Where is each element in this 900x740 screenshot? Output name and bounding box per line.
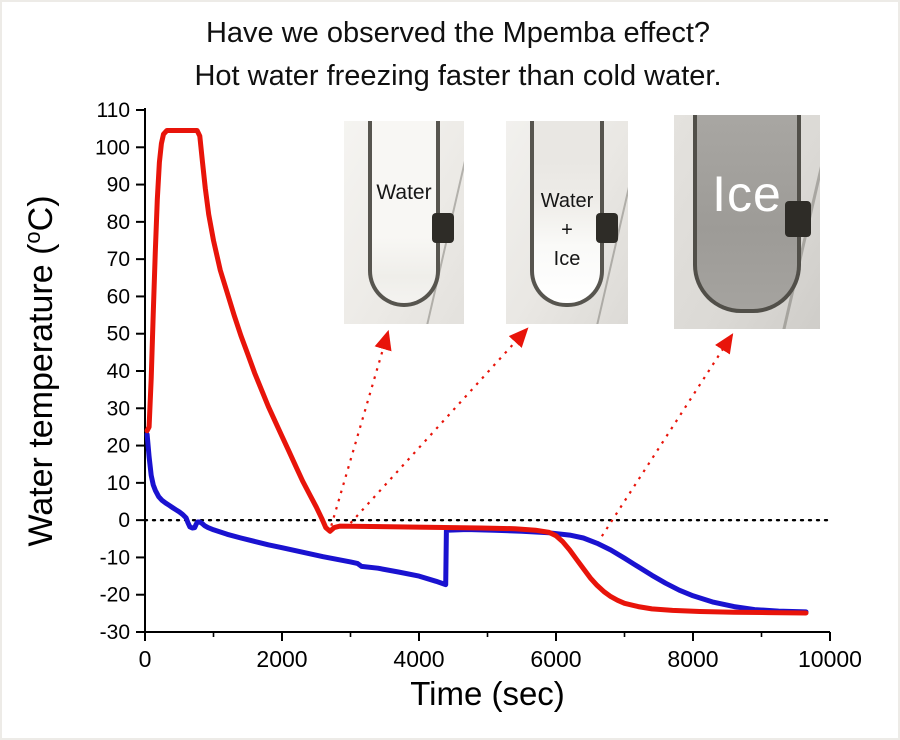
svg-text:60: 60 <box>107 285 130 308</box>
tube-clip-icon <box>432 213 454 243</box>
inset-photo-water-and-ice: Water + Ice <box>506 121 628 324</box>
chart-title-line1: Have we observed the Mpemba effect? <box>205 17 711 49</box>
svg-text:50: 50 <box>107 323 130 346</box>
svg-text:Water temperature (oC): Water temperature (oC) <box>20 195 60 546</box>
test-tube-water: Water <box>368 121 454 307</box>
ice-label: Ice <box>712 166 782 222</box>
svg-text:-20: -20 <box>100 584 130 607</box>
svg-text:Time (sec): Time (sec) <box>410 675 565 712</box>
svg-text:30: 30 <box>107 397 130 420</box>
mix-label-ice: Ice <box>553 248 581 270</box>
inset-photo-ice: Ice <box>674 115 820 329</box>
svg-text:0: 0 <box>139 646 152 672</box>
mix-label-plus: + <box>561 219 573 241</box>
svg-text:20: 20 <box>107 435 130 458</box>
tube-clip-icon <box>785 201 811 237</box>
svg-text:-10: -10 <box>100 546 130 569</box>
test-tube-water-ice: Water + Ice <box>530 121 618 307</box>
tube-clip-icon <box>596 213 618 243</box>
svg-text:4000: 4000 <box>393 646 444 672</box>
test-tube-ice: Ice <box>693 115 811 313</box>
svg-text:10000: 10000 <box>798 646 862 672</box>
svg-text:6000: 6000 <box>530 646 581 672</box>
inset-photo-water: Water <box>344 121 464 324</box>
chart-title: Have we observed the Mpemba effect? Hot … <box>2 12 898 98</box>
mix-label-water: Water <box>540 190 594 212</box>
svg-text:100: 100 <box>95 136 130 159</box>
svg-text:2000: 2000 <box>256 646 307 672</box>
svg-text:0: 0 <box>118 509 130 532</box>
svg-text:40: 40 <box>107 360 130 383</box>
svg-text:110: 110 <box>97 99 130 122</box>
svg-text:10: 10 <box>107 472 130 495</box>
chart-title-line2: Hot water freezing faster than cold wate… <box>194 60 722 92</box>
svg-text:8000: 8000 <box>667 646 718 672</box>
water-plus-ice-label: Water + Ice <box>534 187 600 274</box>
svg-text:-30: -30 <box>100 621 130 644</box>
svg-text:90: 90 <box>107 174 130 197</box>
svg-text:70: 70 <box>107 248 130 271</box>
water-label: Water <box>376 181 432 204</box>
svg-text:80: 80 <box>107 211 130 234</box>
